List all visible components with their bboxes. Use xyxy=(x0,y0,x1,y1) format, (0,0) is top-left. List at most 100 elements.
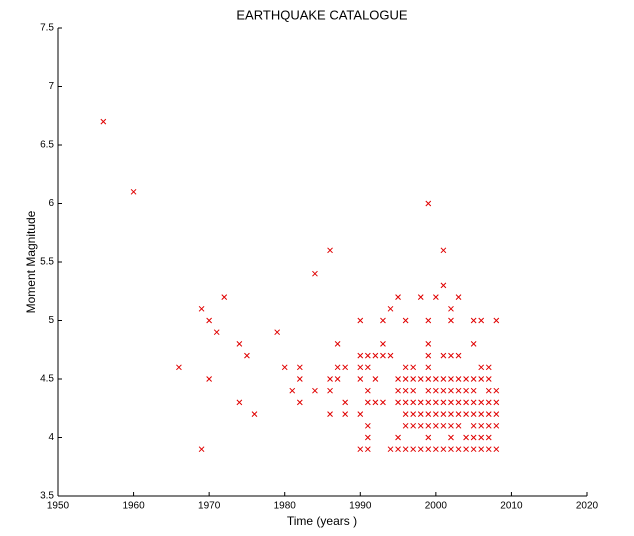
scatter-point xyxy=(425,317,432,324)
scatter-point xyxy=(410,399,417,406)
scatter-point xyxy=(312,387,318,394)
chart-title: EARTHQUAKE CATALOGUE xyxy=(236,7,408,22)
scatter-point xyxy=(493,399,500,406)
x-tick-label: 1970 xyxy=(198,501,221,512)
scatter-point xyxy=(364,352,371,359)
x-tick-label: 1960 xyxy=(122,501,145,512)
x-tick-label: 2000 xyxy=(425,501,448,512)
scatter-point xyxy=(470,341,477,347)
scatter-point xyxy=(395,446,401,453)
scatter-point xyxy=(455,411,462,417)
scatter-point xyxy=(485,364,492,371)
scatter-point xyxy=(440,282,447,289)
x-tick-label: 2010 xyxy=(500,501,523,512)
scatter-point xyxy=(402,387,409,394)
scatter-point xyxy=(448,387,454,394)
scatter-point xyxy=(289,387,296,394)
scatter-point xyxy=(493,411,500,417)
scatter-point xyxy=(334,376,341,382)
y-tick-label: 5 xyxy=(48,315,54,326)
scatter-point xyxy=(410,422,417,429)
scatter-point xyxy=(485,399,492,406)
scatter-point xyxy=(402,364,409,371)
scatter-point xyxy=(357,352,364,359)
scatter-point xyxy=(410,376,417,382)
scatter-point xyxy=(478,446,485,453)
scatter-point xyxy=(440,376,447,382)
scatter-point xyxy=(463,434,469,441)
scatter-point xyxy=(425,399,432,406)
y-tick-label: 3.5 xyxy=(40,491,54,502)
scatter-point xyxy=(448,434,454,441)
scatter-point xyxy=(402,376,409,382)
scatter-point xyxy=(440,247,447,254)
scatter-point xyxy=(440,411,447,417)
y-axis-label: Moment Magnitude xyxy=(24,210,38,313)
scatter-point xyxy=(455,422,462,429)
scatter-point xyxy=(448,352,454,359)
y-tick-label: 4 xyxy=(48,432,54,443)
scatter-point xyxy=(433,294,439,300)
scatter-point xyxy=(364,422,371,429)
scatter-point xyxy=(395,399,401,406)
scatter-point xyxy=(485,422,492,429)
scatter-point xyxy=(455,399,462,406)
scatter-point xyxy=(440,446,447,453)
scatter-point xyxy=(236,341,243,347)
scatter-point xyxy=(395,387,401,394)
scatter-point xyxy=(364,446,371,453)
scatter-point xyxy=(493,317,500,324)
scatter-point xyxy=(433,399,439,406)
scatter-point xyxy=(221,294,228,300)
scatter-point xyxy=(448,446,454,453)
scatter-point xyxy=(296,364,303,371)
scatter-point xyxy=(425,341,432,347)
scatter-point xyxy=(380,352,386,359)
scatter-point xyxy=(395,376,401,382)
scatter-point xyxy=(425,376,432,382)
scatter-point xyxy=(198,446,205,453)
scatter-point xyxy=(402,411,409,417)
scatter-point xyxy=(493,422,500,429)
scatter-point xyxy=(410,411,417,417)
scatter-point xyxy=(334,364,341,371)
scatter-point xyxy=(327,247,333,254)
scatter-point xyxy=(387,352,394,359)
scatter-point xyxy=(463,376,469,382)
scatter-point xyxy=(470,387,477,394)
scatter-point xyxy=(470,376,477,382)
scatter-point xyxy=(433,422,439,429)
scatter-point xyxy=(380,399,386,406)
scatter-point xyxy=(485,411,492,417)
scatter-point xyxy=(455,387,462,394)
scatter-point xyxy=(433,376,439,382)
scatter-point xyxy=(425,411,432,417)
scatter-point xyxy=(402,399,409,406)
scatter-point xyxy=(296,376,303,382)
scatter-point xyxy=(380,341,386,347)
x-tick-label: 1950 xyxy=(47,501,70,512)
y-tick-label: 6 xyxy=(48,198,54,209)
scatter-point xyxy=(448,305,454,312)
scatter-point xyxy=(425,387,432,394)
scatter-point xyxy=(327,411,333,417)
scatter-point xyxy=(410,364,417,371)
scatter-point xyxy=(448,317,454,324)
scatter-point xyxy=(357,411,364,417)
scatter-point xyxy=(327,376,333,382)
scatter-point xyxy=(425,446,432,453)
scatter-point xyxy=(478,422,485,429)
scatter-point xyxy=(433,446,439,453)
scatter-point xyxy=(395,434,401,441)
x-tick-label: 1990 xyxy=(349,501,372,512)
scatter-point xyxy=(296,399,303,406)
scatter-point xyxy=(402,422,409,429)
scatter-point xyxy=(455,352,462,359)
scatter-point xyxy=(470,399,477,406)
scatter-point xyxy=(440,399,447,406)
scatter-point xyxy=(485,387,492,394)
scatter-point xyxy=(485,376,492,382)
scatter-point xyxy=(425,200,432,207)
scatter-point xyxy=(425,434,432,441)
scatter-point xyxy=(478,434,485,441)
